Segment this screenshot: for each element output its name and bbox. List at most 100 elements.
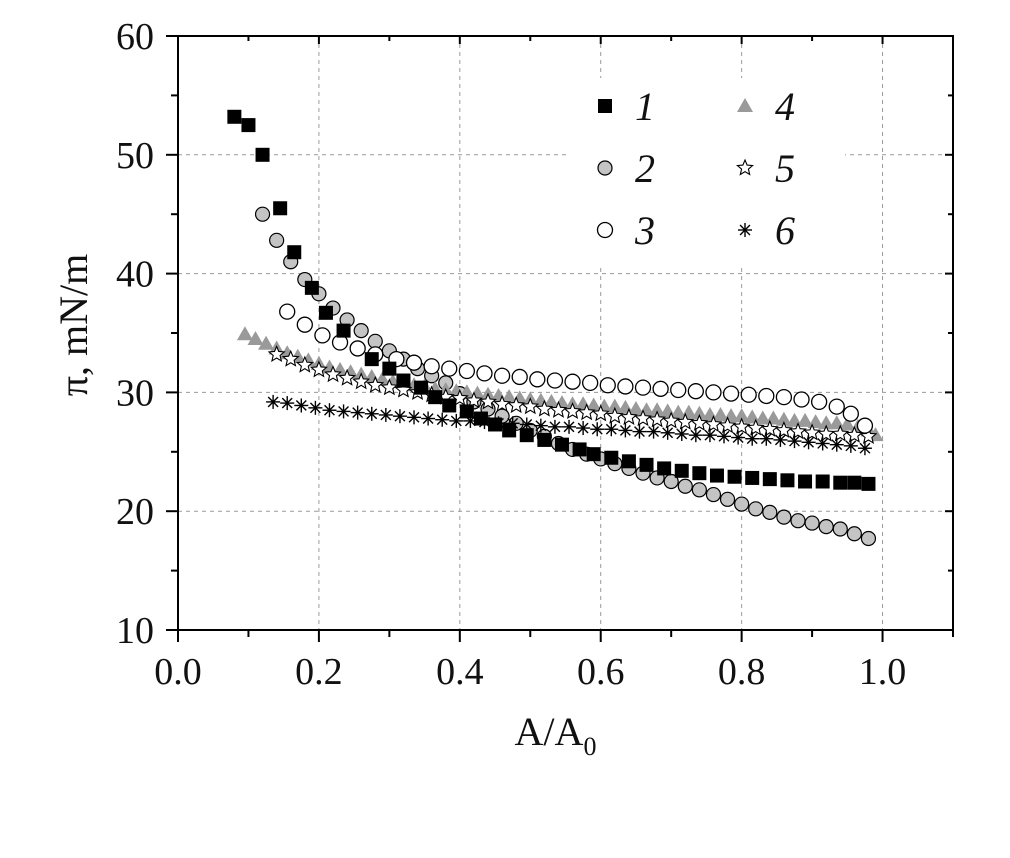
x-axis-title-subscript: 0 — [583, 732, 596, 761]
series-5-point — [295, 355, 314, 373]
series-6-point — [392, 409, 407, 424]
series-6-point — [815, 436, 830, 451]
series-1-point — [861, 476, 876, 491]
legend-label-1: 1 — [635, 84, 655, 129]
axis-ticks — [166, 35, 954, 642]
series-2-point — [818, 519, 834, 535]
tick-labels: 10 20 30 40 50 60 0.0 0.2 0.4 0.6 0.8 1.0 — [116, 16, 906, 693]
asterisk-stroke — [789, 435, 800, 447]
asterisk-stroke — [619, 424, 631, 436]
y-tick-label: 30 — [116, 372, 154, 414]
series-1-point — [428, 390, 443, 405]
series-6-point — [562, 419, 577, 434]
series-3-point — [828, 398, 845, 415]
y-tick-label: 60 — [116, 16, 154, 58]
series-6-point — [829, 437, 844, 452]
series-6-point — [336, 404, 351, 419]
series-2-point — [846, 526, 862, 542]
x-tick-label: 0.8 — [718, 651, 766, 693]
series-4-point — [585, 397, 602, 412]
series-5-point — [718, 416, 737, 434]
series-1-point — [488, 417, 503, 432]
series-4-point — [258, 335, 275, 350]
series-6-point — [843, 438, 858, 453]
asterisk-stroke — [739, 224, 751, 236]
series-1-point — [554, 437, 569, 452]
asterisk-stroke — [309, 402, 321, 414]
series-5-point — [662, 411, 681, 429]
series-2-point — [254, 206, 271, 222]
series-5-point — [338, 368, 357, 386]
series-2-point — [719, 491, 736, 507]
series-3-point — [458, 362, 476, 380]
series-3-point — [314, 327, 331, 344]
series-5-point — [267, 344, 286, 363]
series-1-point — [586, 447, 601, 462]
asterisk-stroke — [774, 434, 786, 446]
series-4-point — [627, 401, 644, 416]
series-1-point — [572, 442, 587, 457]
series-3-point — [705, 384, 722, 401]
legend-label-5: 5 — [775, 146, 795, 191]
series-1-point — [502, 423, 517, 438]
series-6-point — [547, 419, 562, 434]
series-3-point — [617, 378, 634, 395]
series-2-point — [776, 509, 792, 525]
series-4-point — [670, 404, 687, 419]
series-5-point — [676, 412, 695, 430]
asterisk-stroke — [295, 400, 307, 411]
legend-marker-2 — [597, 160, 613, 176]
series-5-point — [746, 418, 765, 436]
series-5-point — [521, 397, 540, 415]
legend-marker-3 — [596, 221, 614, 239]
asterisk-stroke — [352, 407, 364, 419]
legend-background — [570, 78, 845, 268]
asterisk-stroke — [817, 438, 829, 449]
series-3-point — [740, 386, 757, 403]
series-6-point — [731, 430, 746, 445]
asterisk-stroke — [422, 413, 434, 424]
series-2-point — [860, 530, 877, 547]
asterisk-stroke — [718, 430, 730, 442]
series-3-point — [405, 354, 423, 371]
series-6-point — [266, 394, 281, 409]
series-5-point — [563, 401, 582, 420]
asterisk-stroke — [549, 421, 561, 433]
series-6-point — [590, 422, 605, 437]
series-1-point — [382, 361, 397, 376]
series-6-point — [407, 410, 422, 425]
series-5-point — [831, 424, 850, 442]
series-1-point — [304, 280, 319, 295]
series-2-point — [367, 333, 383, 349]
asterisk-stroke — [563, 421, 575, 433]
series-5-point — [493, 394, 512, 412]
series-5-point — [704, 415, 723, 433]
series-1-point — [780, 473, 795, 488]
series-1-point — [273, 201, 288, 216]
series-1-point — [396, 373, 411, 388]
y-tick-label: 10 — [116, 610, 154, 652]
legend: 1 2 3 4 5 6 — [570, 78, 845, 268]
x-tick-label: 0.4 — [436, 651, 484, 693]
series-4-point — [691, 405, 708, 420]
series-3-point — [722, 385, 740, 402]
series-4-point — [458, 384, 475, 399]
series-5-point — [845, 425, 864, 443]
asterisk-stroke — [577, 422, 589, 434]
series-1-point — [227, 109, 242, 124]
series-1-point — [762, 472, 777, 487]
x-tick-label: 0.2 — [295, 651, 343, 693]
series-6-point — [294, 398, 309, 413]
asterisk-stroke — [746, 433, 758, 445]
series-5-point — [648, 410, 667, 428]
asterisk-stroke — [521, 419, 533, 430]
series-6-point — [618, 423, 633, 438]
series-2-point — [353, 323, 369, 339]
series-1-point — [604, 450, 619, 465]
asterisk-stroke — [690, 429, 702, 441]
series-5-point — [619, 407, 638, 425]
legend-label-4: 4 — [775, 84, 795, 129]
series-2-point — [832, 521, 848, 537]
series-6-point — [674, 426, 689, 441]
series-1-point — [745, 470, 760, 485]
